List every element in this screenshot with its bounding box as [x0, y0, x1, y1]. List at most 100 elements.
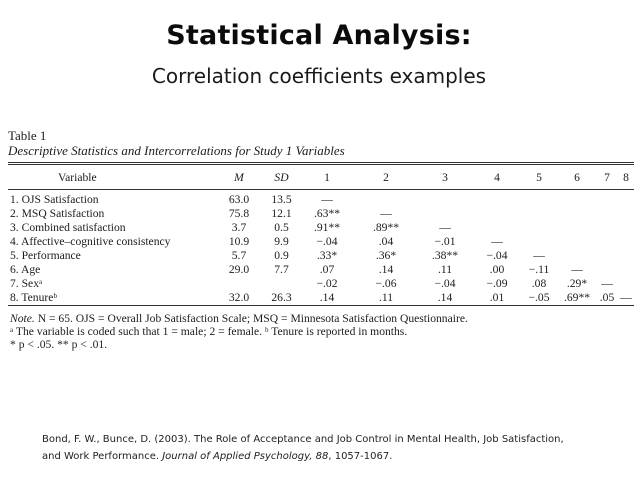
table-cell [618, 263, 634, 277]
table-cell: .69** [563, 291, 591, 304]
table-cell [596, 263, 618, 277]
column-header: M [234, 170, 244, 184]
correlation-table: Variable M SD 1 2 3 4 5 6 7 8 1. OJS Sat… [8, 165, 634, 306]
column-header: 7 [604, 170, 610, 184]
table-cell: 32.0 [228, 291, 250, 304]
table-cell [618, 235, 634, 249]
citation-source: and Work Performance. Journal of Applied… [42, 448, 622, 465]
table-row: 6. Age 29.0 7.7 .07 .14 .11 .00 −.11 — [8, 263, 634, 277]
table-cell: −.11 [528, 263, 550, 276]
variable-cell: 3. Combined satisfaction [10, 221, 126, 234]
column-header: 4 [494, 170, 500, 184]
table-cell [474, 190, 520, 208]
table-cell: .08 [531, 277, 547, 290]
column-header: 3 [442, 170, 448, 184]
table-cell: .14 [378, 263, 394, 276]
table-cell: 7.7 [274, 263, 289, 276]
table-cell [520, 190, 558, 208]
citation-journal: Journal of Applied Psychology, 88 [162, 451, 329, 462]
table-cell: .29* [566, 277, 588, 290]
table-cell [520, 221, 558, 235]
table-cell: 29.0 [228, 263, 250, 276]
table-cell: 26.3 [271, 291, 292, 304]
table-cell [558, 249, 596, 263]
table-cell [474, 207, 520, 221]
variable-cell: 5. Performance [10, 249, 81, 262]
table-cell: .89** [372, 221, 400, 234]
table-cell [520, 207, 558, 221]
table-cell: −.09 [486, 277, 508, 290]
note-label: Note. [10, 312, 35, 325]
table-cell: .91** [313, 221, 341, 234]
column-header: 2 [383, 170, 389, 184]
table-cell: −.04 [486, 249, 508, 262]
table-cell: −.05 [528, 291, 550, 304]
table-cell: .36* [375, 249, 397, 262]
table-cell [596, 190, 618, 208]
table-row: 4. Affective–cognitive consistency 10.9 9.… [8, 235, 634, 249]
table-cell: — [380, 207, 392, 220]
table-cell: — [620, 291, 632, 304]
table-caption: Descriptive Statistics and Intercorrelat… [8, 143, 345, 158]
column-header: Variable [58, 170, 97, 184]
table-cell: .00 [489, 263, 505, 276]
table-header-row: Variable M SD 1 2 3 4 5 6 7 8 [8, 165, 634, 190]
table-row: 3. Combined satisfaction 3.7 0.5 .91** .89**… [8, 221, 634, 235]
table-cell [596, 207, 618, 221]
table-cell [416, 190, 474, 208]
citation: Bond, F. W., Bunce, D. (2003). The Role … [42, 431, 622, 465]
column-header: SD [274, 170, 289, 184]
citation-title-end: and Work Performance. [42, 451, 163, 462]
note-line-2: ᵃ The variable is coded such that 1 = ma… [10, 325, 408, 338]
variable-cell: 8. Tenureᵇ [10, 291, 57, 304]
table-cell: .01 [489, 291, 505, 304]
slide-subtitle: Correlation coefficients examples [151, 64, 487, 88]
slide-title: Statistical Analysis: [166, 20, 472, 51]
table-cell [618, 277, 634, 291]
table-cell: 12.1 [271, 207, 292, 220]
table-cell: −.06 [375, 277, 397, 290]
table-cell [596, 221, 618, 235]
variable-cell: 2. MSQ Satisfaction [10, 207, 105, 220]
table-cell: .63** [313, 207, 341, 220]
table-cell: — [571, 263, 583, 276]
table-label: Table 1 [8, 128, 47, 143]
table-cell: .38** [431, 249, 459, 262]
table-cell [558, 221, 596, 235]
table-cell [558, 207, 596, 221]
table-row: 7. Sexᵃ −.02 −.06 −.04 −.09 .08 .29* — [8, 277, 634, 291]
table-figure: Table 1 Descriptive Statistics and Inter… [8, 128, 634, 351]
table-cell: −.01 [434, 235, 456, 248]
table-row: 1. OJS Satisfaction 63.0 13.5 — [8, 190, 634, 208]
note-line-1: N = 65. OJS = Overall Job Satisfaction S… [37, 312, 468, 325]
table-cell: 75.8 [228, 207, 250, 220]
table-cell: 0.9 [274, 249, 289, 262]
table-cell [618, 207, 634, 221]
column-header: 1 [324, 170, 330, 184]
table-cell: .14 [319, 291, 335, 304]
variable-cell: 4. Affective–cognitive consistency [10, 235, 171, 248]
table-cell [596, 249, 618, 263]
table-cell: — [439, 221, 451, 234]
table-cell: .11 [378, 291, 394, 304]
table-cell: .14 [437, 291, 453, 304]
variable-cell: 1. OJS Satisfaction [10, 193, 99, 206]
citation-authors: Bond, F. W., Bunce, D. (2003). The Role … [42, 434, 564, 445]
table-cell [558, 235, 596, 249]
column-header: 5 [536, 170, 542, 184]
table-cell [618, 249, 634, 263]
table-cell: — [601, 277, 613, 290]
variable-cell: 7. Sexᵃ [10, 277, 43, 290]
table-cell [356, 190, 416, 208]
table-cell: −.04 [434, 277, 456, 290]
table-cell: .05 [599, 291, 615, 304]
citation-pages: , 1057-1067. [328, 451, 393, 462]
column-header: 6 [574, 170, 580, 184]
table-cell: −.04 [316, 235, 338, 248]
variable-cell: 6. Age [10, 263, 41, 276]
column-header: 8 [623, 170, 629, 184]
table-note: Note. N = 65. OJS = Overall Job Satisfac… [8, 312, 634, 351]
table-cell: 13.5 [271, 193, 292, 206]
table-cell [596, 235, 618, 249]
table-cell: 3.7 [231, 221, 247, 234]
